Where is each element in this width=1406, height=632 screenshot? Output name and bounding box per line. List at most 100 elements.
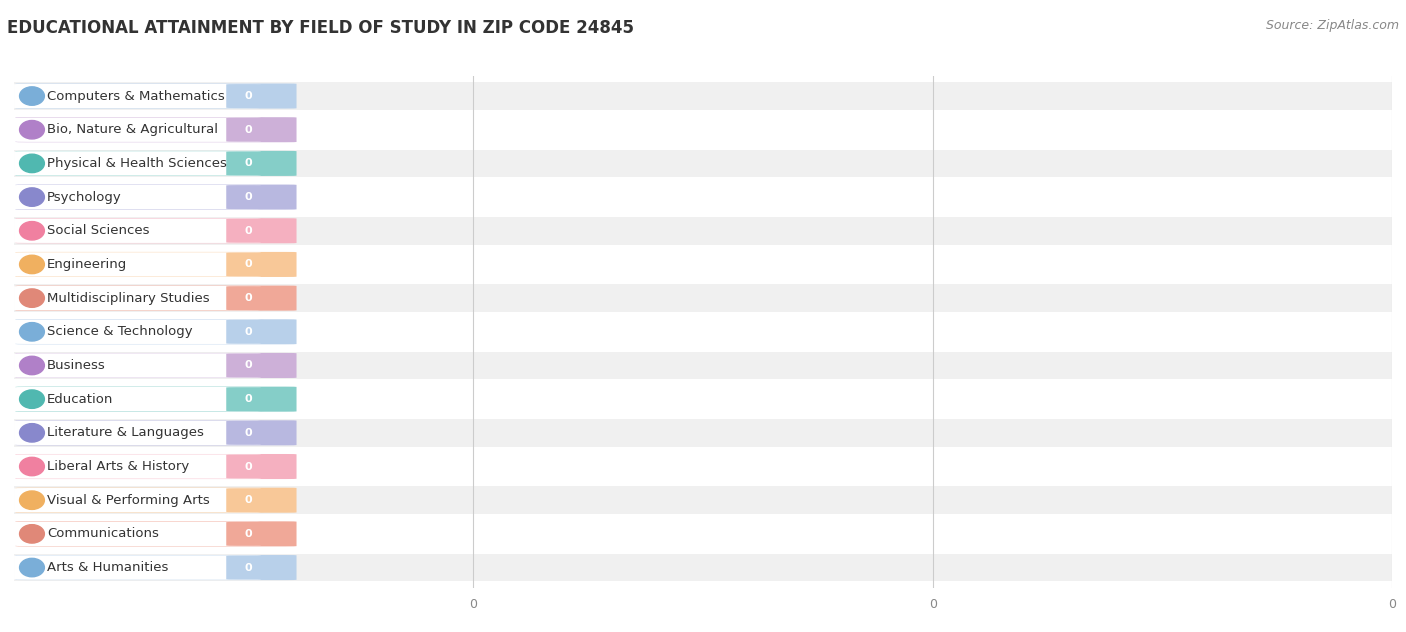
- Text: 0: 0: [245, 260, 252, 269]
- FancyBboxPatch shape: [15, 218, 297, 243]
- Text: 0: 0: [245, 91, 252, 101]
- Text: Science & Technology: Science & Technology: [48, 325, 193, 338]
- FancyBboxPatch shape: [226, 421, 264, 445]
- Bar: [14, 251, 1406, 278]
- Text: 0: 0: [245, 394, 252, 404]
- Bar: [14, 351, 1406, 379]
- FancyBboxPatch shape: [14, 219, 260, 243]
- FancyBboxPatch shape: [226, 286, 264, 310]
- Ellipse shape: [20, 423, 45, 442]
- FancyBboxPatch shape: [226, 320, 264, 344]
- FancyBboxPatch shape: [226, 84, 264, 108]
- Text: Physical & Health Sciences: Physical & Health Sciences: [48, 157, 226, 170]
- Text: Computers & Mathematics: Computers & Mathematics: [48, 90, 225, 102]
- FancyBboxPatch shape: [15, 420, 297, 446]
- FancyBboxPatch shape: [15, 151, 297, 176]
- Bar: [14, 554, 1406, 581]
- FancyBboxPatch shape: [15, 286, 297, 311]
- Text: Arts & Humanities: Arts & Humanities: [48, 561, 169, 574]
- Text: Social Sciences: Social Sciences: [48, 224, 149, 237]
- FancyBboxPatch shape: [14, 286, 260, 310]
- FancyBboxPatch shape: [226, 454, 264, 478]
- Text: 0: 0: [245, 125, 252, 135]
- FancyBboxPatch shape: [14, 320, 260, 344]
- FancyBboxPatch shape: [226, 219, 264, 243]
- Bar: [14, 318, 1406, 346]
- Ellipse shape: [20, 356, 45, 375]
- FancyBboxPatch shape: [14, 556, 260, 580]
- Ellipse shape: [20, 322, 45, 341]
- FancyBboxPatch shape: [14, 488, 260, 513]
- Text: Education: Education: [48, 392, 114, 406]
- FancyBboxPatch shape: [15, 252, 297, 277]
- Text: 0: 0: [245, 461, 252, 471]
- FancyBboxPatch shape: [226, 152, 264, 176]
- Text: 0: 0: [245, 529, 252, 539]
- Ellipse shape: [20, 525, 45, 543]
- FancyBboxPatch shape: [15, 454, 297, 479]
- Bar: [14, 284, 1406, 312]
- Ellipse shape: [20, 458, 45, 476]
- Bar: [14, 386, 1406, 413]
- Text: Source: ZipAtlas.com: Source: ZipAtlas.com: [1265, 19, 1399, 32]
- FancyBboxPatch shape: [15, 555, 297, 580]
- Ellipse shape: [20, 222, 45, 240]
- FancyBboxPatch shape: [14, 118, 260, 142]
- Text: Bio, Nature & Agricultural: Bio, Nature & Agricultural: [48, 123, 218, 137]
- Ellipse shape: [20, 188, 45, 206]
- FancyBboxPatch shape: [14, 454, 260, 478]
- Text: Liberal Arts & History: Liberal Arts & History: [48, 460, 190, 473]
- Text: 0: 0: [245, 562, 252, 573]
- Text: 0: 0: [245, 360, 252, 370]
- Text: Business: Business: [48, 359, 105, 372]
- FancyBboxPatch shape: [15, 319, 297, 344]
- FancyBboxPatch shape: [14, 521, 260, 546]
- Bar: [14, 520, 1406, 548]
- Ellipse shape: [20, 558, 45, 577]
- Text: 0: 0: [245, 293, 252, 303]
- FancyBboxPatch shape: [226, 556, 264, 580]
- Text: Engineering: Engineering: [48, 258, 128, 271]
- FancyBboxPatch shape: [14, 185, 260, 209]
- Bar: [14, 419, 1406, 447]
- Ellipse shape: [20, 87, 45, 106]
- FancyBboxPatch shape: [14, 421, 260, 445]
- Text: 0: 0: [245, 192, 252, 202]
- FancyBboxPatch shape: [226, 252, 264, 276]
- Bar: [14, 487, 1406, 514]
- Text: 0: 0: [245, 495, 252, 505]
- FancyBboxPatch shape: [14, 387, 260, 411]
- Ellipse shape: [20, 289, 45, 307]
- Bar: [14, 183, 1406, 211]
- FancyBboxPatch shape: [226, 488, 264, 512]
- FancyBboxPatch shape: [14, 252, 260, 277]
- Text: Literature & Languages: Literature & Languages: [48, 427, 204, 439]
- FancyBboxPatch shape: [15, 488, 297, 513]
- FancyBboxPatch shape: [14, 84, 260, 108]
- Ellipse shape: [20, 491, 45, 509]
- FancyBboxPatch shape: [226, 118, 264, 142]
- FancyBboxPatch shape: [226, 185, 264, 209]
- Bar: [14, 116, 1406, 143]
- Ellipse shape: [20, 154, 45, 173]
- FancyBboxPatch shape: [226, 387, 264, 411]
- FancyBboxPatch shape: [15, 83, 297, 109]
- Ellipse shape: [20, 121, 45, 139]
- Text: Psychology: Psychology: [48, 191, 122, 204]
- FancyBboxPatch shape: [226, 353, 264, 377]
- Bar: [14, 453, 1406, 480]
- Bar: [14, 217, 1406, 245]
- Ellipse shape: [20, 255, 45, 274]
- Text: 0: 0: [245, 226, 252, 236]
- FancyBboxPatch shape: [15, 353, 297, 378]
- Text: EDUCATIONAL ATTAINMENT BY FIELD OF STUDY IN ZIP CODE 24845: EDUCATIONAL ATTAINMENT BY FIELD OF STUDY…: [7, 19, 634, 37]
- Bar: [14, 82, 1406, 110]
- Bar: [14, 150, 1406, 177]
- Text: 0: 0: [245, 428, 252, 438]
- FancyBboxPatch shape: [15, 387, 297, 411]
- FancyBboxPatch shape: [15, 117, 297, 142]
- FancyBboxPatch shape: [226, 522, 264, 546]
- FancyBboxPatch shape: [15, 185, 297, 210]
- FancyBboxPatch shape: [15, 521, 297, 547]
- Ellipse shape: [20, 390, 45, 408]
